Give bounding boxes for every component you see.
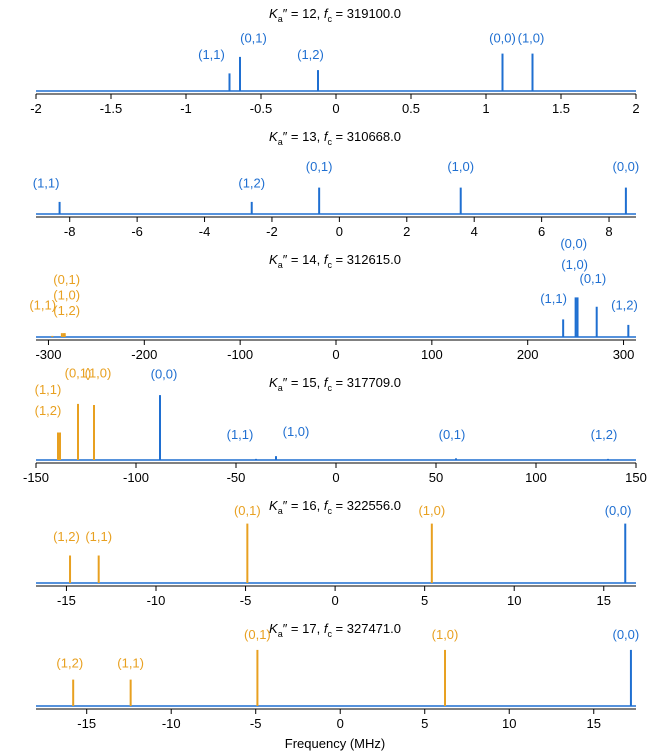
x-tick-label: -150 xyxy=(23,470,49,485)
x-tick-label: 10 xyxy=(507,593,521,608)
x-tick-label: 5 xyxy=(421,716,428,731)
x-tick-label: -200 xyxy=(131,347,157,362)
x-tick-label: -6 xyxy=(131,224,143,239)
panel-title: Ka″ = 16, fc = 322556.0 xyxy=(269,498,401,516)
line-label: (1,2) xyxy=(611,298,638,313)
line-label: (1,1) xyxy=(85,529,112,544)
line-label: (1,2) xyxy=(297,47,324,62)
line-label: (0,1) xyxy=(244,627,271,642)
line-label: (1,1) xyxy=(117,656,144,671)
x-tick-label: -15 xyxy=(77,716,96,731)
line-label: (0,0) xyxy=(560,236,587,251)
x-tick-label: 6 xyxy=(538,224,545,239)
x-tick-label: -100 xyxy=(227,347,253,362)
line-label: (0,0) xyxy=(489,31,516,46)
x-tick-label: 15 xyxy=(597,593,611,608)
line-label: (1,0) xyxy=(561,257,588,272)
panel-title: Ka″ = 14, fc = 312615.0 xyxy=(269,252,401,270)
line-label: (1,1) xyxy=(198,47,225,62)
x-axis-label: Frequency (MHz) xyxy=(285,736,385,751)
x-tick-label: -4 xyxy=(199,224,211,239)
panel-2: Ka″ = 14, fc = 312615.0 -300 -200 -100 0 100 2… xyxy=(29,236,638,362)
line-label: (0,1) xyxy=(234,503,261,518)
panel-title: Ka″ = 17, fc = 327471.0 xyxy=(269,621,401,639)
line-label: (0,0) xyxy=(613,159,640,174)
x-tick-label: -1 xyxy=(180,101,192,116)
x-tick-label: -5 xyxy=(250,716,262,731)
x-tick-label: 5 xyxy=(421,593,428,608)
panel-0: Ka″ = 12, fc = 319100.0 -2 -1.5 -1 -0.5 0 0.5 1… xyxy=(30,6,639,116)
line-label: (0,1) xyxy=(240,31,267,46)
line-label: (1,0) xyxy=(283,424,310,439)
x-tick-label: -15 xyxy=(57,593,76,608)
panel-title: Ka″ = 15, fc = 317709.0 xyxy=(269,375,401,393)
x-tick-label: 4 xyxy=(471,224,478,239)
x-tick-label: 0 xyxy=(337,716,344,731)
line-label: (1,1) xyxy=(540,291,567,306)
line-label: (1,2) xyxy=(53,303,80,318)
x-tick-label: 0 xyxy=(332,347,339,362)
x-tick-label: -8 xyxy=(64,224,76,239)
line-label: (1,1) xyxy=(29,298,56,313)
line-label: (1,0) xyxy=(85,366,112,381)
x-tick-label: 2 xyxy=(403,224,410,239)
line-label: (0,1) xyxy=(580,271,607,286)
line-label: (0,0) xyxy=(151,367,178,382)
x-tick-label: 0 xyxy=(331,593,338,608)
x-tick-label: -50 xyxy=(227,470,246,485)
x-tick-label: -2 xyxy=(30,101,42,116)
line-label: (0,1) xyxy=(53,272,80,287)
x-tick-label: -5 xyxy=(240,593,252,608)
x-tick-label: -300 xyxy=(35,347,61,362)
line-label: (1,1) xyxy=(33,176,60,191)
line-label: (0,0) xyxy=(605,503,632,518)
x-tick-label: 100 xyxy=(525,470,547,485)
x-tick-label: 10 xyxy=(502,716,516,731)
line-label: (1,1) xyxy=(227,427,254,442)
x-tick-label: -10 xyxy=(162,716,181,731)
line-label: (1,2) xyxy=(53,529,80,544)
line-label: (1,0) xyxy=(432,627,459,642)
x-tick-label: 100 xyxy=(421,347,443,362)
line-label: (1,2) xyxy=(238,176,265,191)
line-label: (0,1) xyxy=(306,159,333,174)
line-label: (1,0) xyxy=(418,503,445,518)
x-tick-label: 0 xyxy=(332,470,339,485)
x-tick-label: 0.5 xyxy=(402,101,420,116)
x-tick-label: -10 xyxy=(147,593,166,608)
x-tick-label: 2 xyxy=(632,101,639,116)
line-label: (0,0) xyxy=(612,627,639,642)
x-tick-label: 1 xyxy=(482,101,489,116)
line-label: (1,2) xyxy=(35,403,62,418)
x-tick-label: -100 xyxy=(123,470,149,485)
panel-4: Ka″ = 16, fc = 322556.0 -15 -10 -5 0 5 10 15 (1,… xyxy=(36,498,636,608)
x-tick-label: 200 xyxy=(517,347,539,362)
line-label: (0,1) xyxy=(439,427,466,442)
panel-title: Ka″ = 13, fc = 310668.0 xyxy=(269,129,401,147)
line-label: (0,1) xyxy=(65,366,92,381)
x-tick-label: 50 xyxy=(429,470,443,485)
x-tick-label: -0.5 xyxy=(250,101,272,116)
x-tick-label: -1.5 xyxy=(100,101,122,116)
x-tick-label: 15 xyxy=(587,716,601,731)
line-label: (1,1) xyxy=(35,382,62,397)
x-tick-label: 8 xyxy=(605,224,612,239)
panel-1: Ka″ = 13, fc = 310668.0 -8 -6 -4 -2 0 2 4 6 8 (1,1… xyxy=(33,129,640,239)
line-label: (1,0) xyxy=(447,159,474,174)
panel-3: Ka″ = 15, fc = 317709.0 -150 -100 -50 0 50 100… xyxy=(23,366,647,486)
x-tick-label: -2 xyxy=(266,224,278,239)
x-tick-label: 0 xyxy=(336,224,343,239)
x-tick-label: 1.5 xyxy=(552,101,570,116)
line-label: (1,2) xyxy=(56,656,83,671)
x-tick-label: 0 xyxy=(332,101,339,116)
line-label: (1,2) xyxy=(591,427,618,442)
panel-title: Ka″ = 12, fc = 319100.0 xyxy=(269,6,401,24)
panel-5: Ka″ = 17, fc = 327471.0 -15 -10 -5 0 5 10 15 (1,… xyxy=(36,621,639,731)
panels: Ka″ = 12, fc = 319100.0 -2 -1.5 -1 -0.5 0 0.5 1… xyxy=(23,6,647,731)
x-tick-label: 150 xyxy=(625,470,647,485)
x-tick-label: 300 xyxy=(613,347,635,362)
line-label: (1,0) xyxy=(518,31,545,46)
line-label: (1,0) xyxy=(53,288,80,303)
